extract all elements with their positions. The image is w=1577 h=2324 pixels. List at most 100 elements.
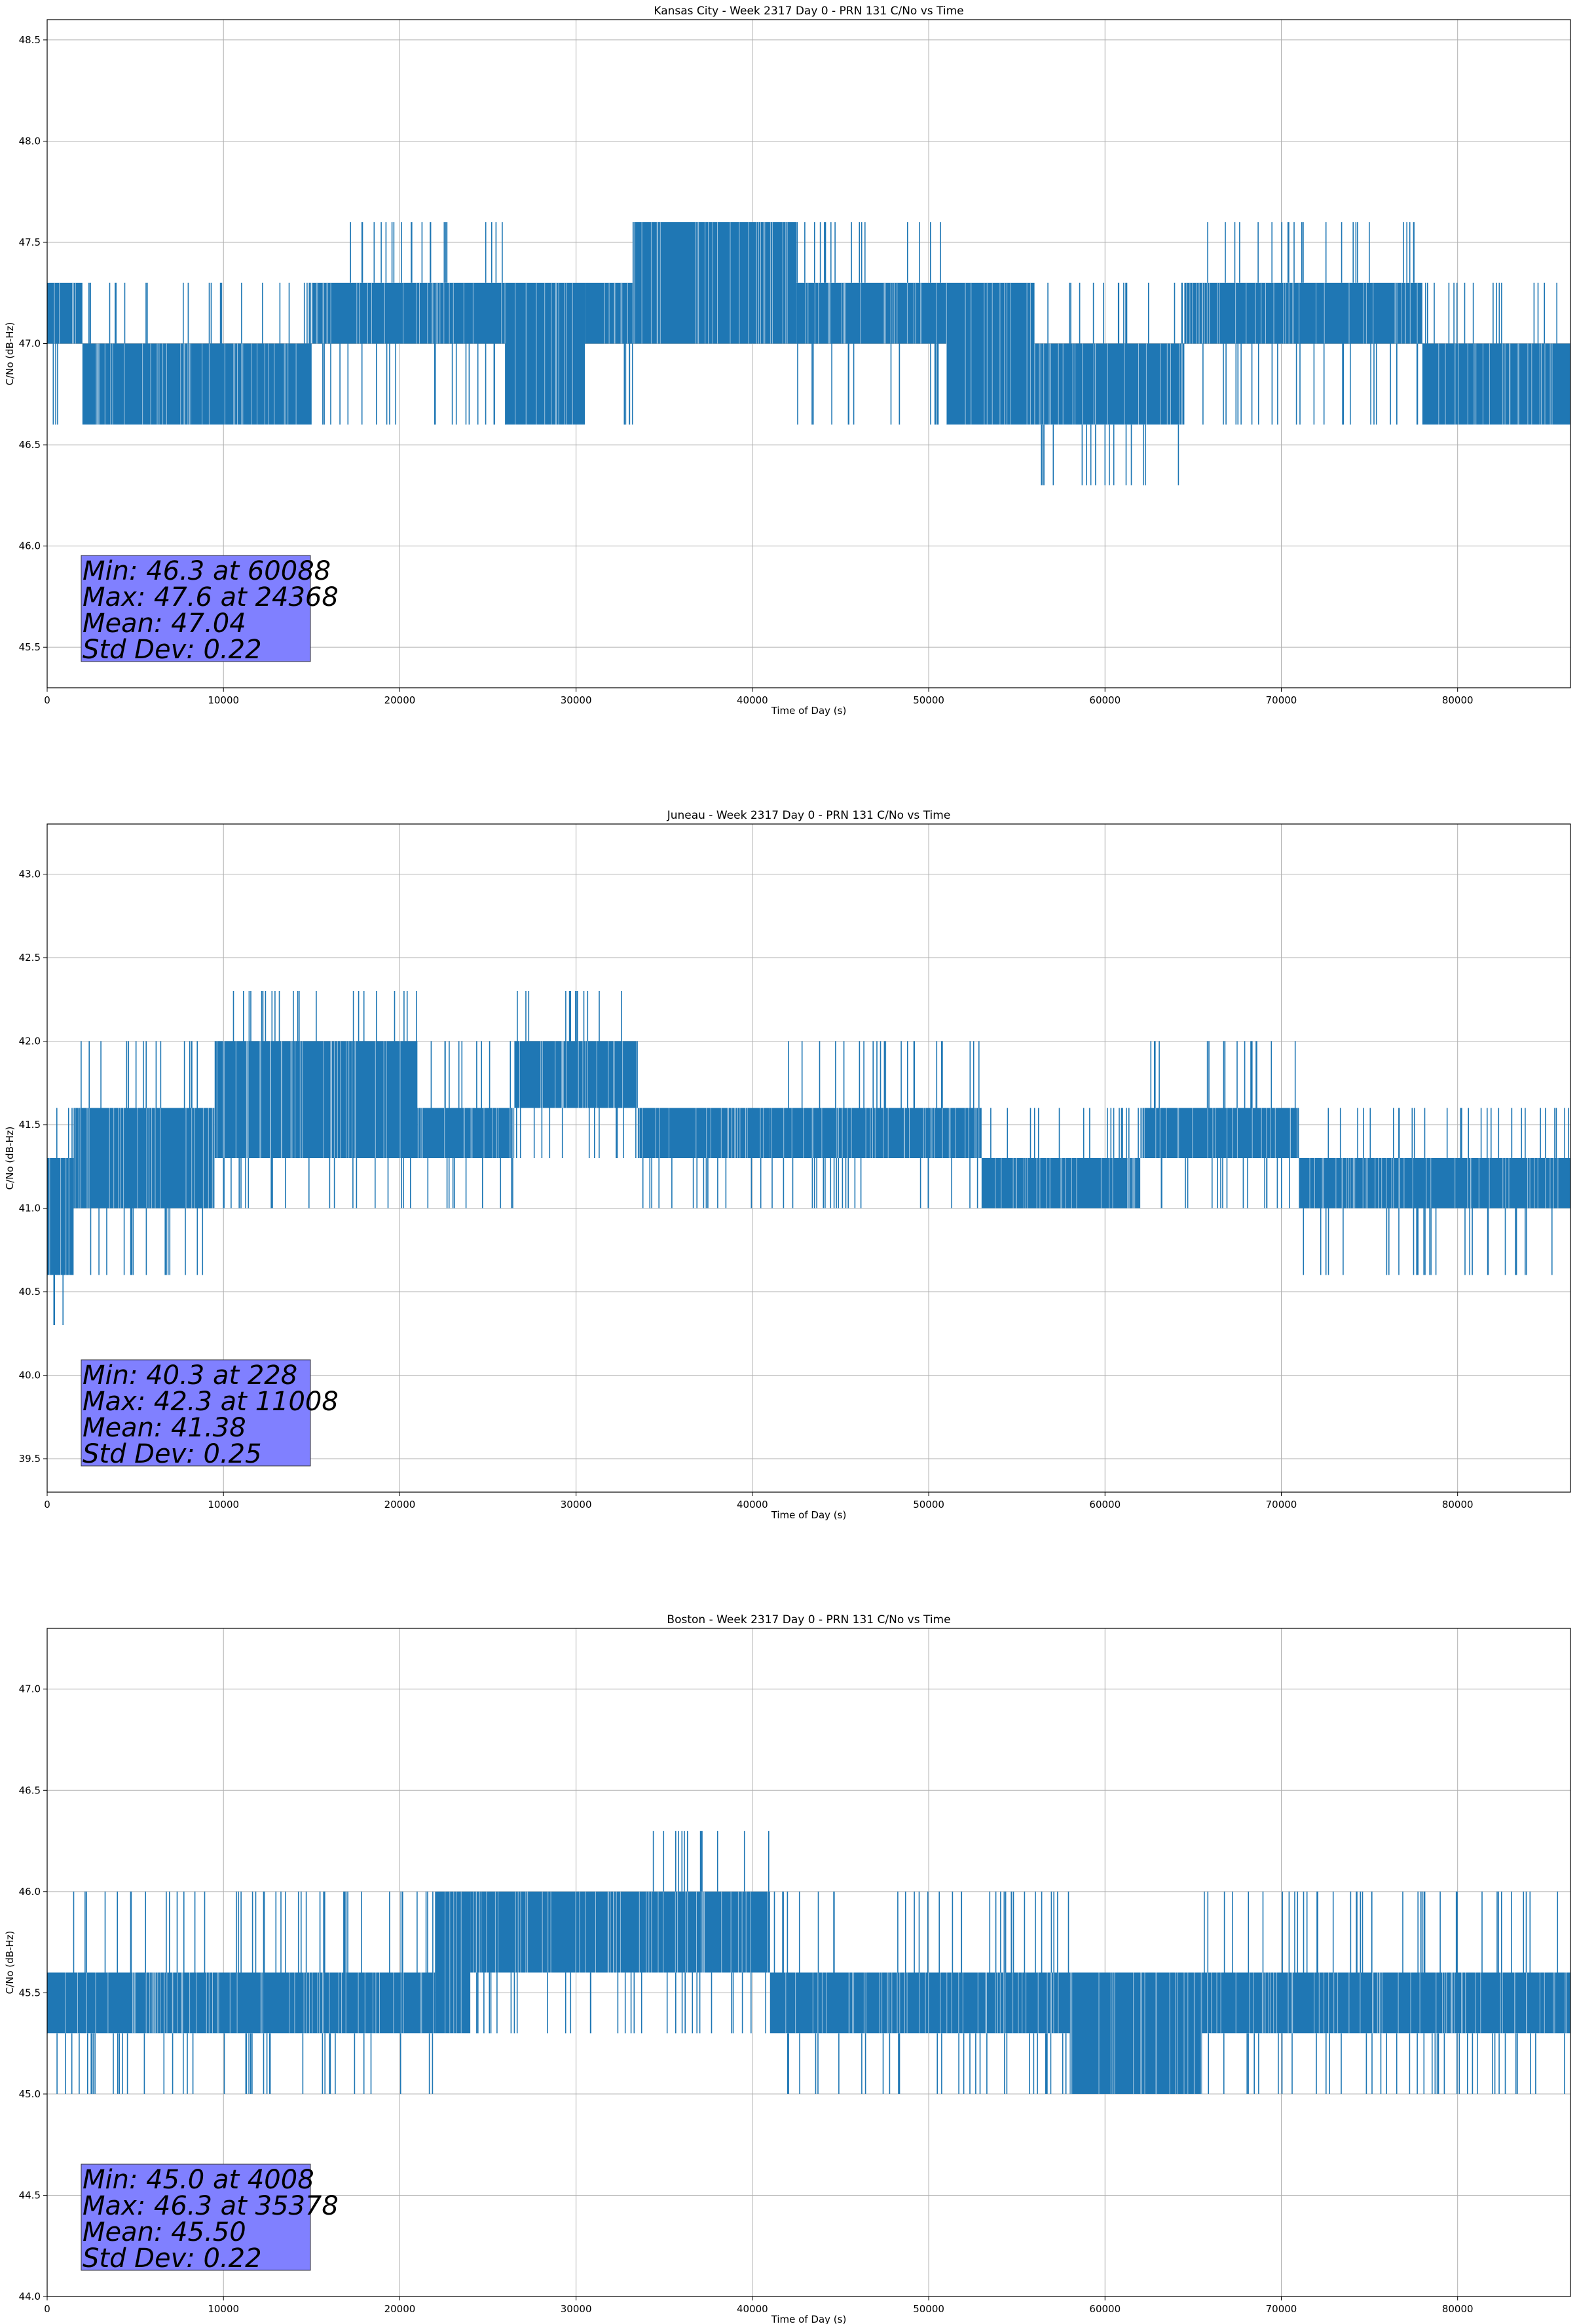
series-band xyxy=(585,282,633,344)
x-tick-label: 0 xyxy=(44,1499,50,1510)
series-band xyxy=(1034,343,1185,425)
series-gaps xyxy=(785,1972,1059,2034)
series-spikes-down xyxy=(1160,1158,1290,1209)
chart-title: Juneau - Week 2317 Day 0 - PRN 131 C/No … xyxy=(667,809,951,822)
series-line xyxy=(47,1831,1570,2094)
x-tick-label: 80000 xyxy=(1442,694,1474,706)
series-band xyxy=(646,1891,770,1973)
series-spikes-up xyxy=(430,1041,511,1108)
series-band xyxy=(1299,1158,1570,1209)
series-gaps xyxy=(805,282,937,344)
series-band xyxy=(214,1041,418,1158)
stats-box-background xyxy=(81,1359,311,1467)
series-spikes-up xyxy=(350,222,503,283)
series-gaps xyxy=(1207,1972,1567,2034)
y-tick-label: 40.0 xyxy=(19,1370,41,1381)
series-gaps xyxy=(418,1108,515,1158)
series-spikes-up xyxy=(73,1891,434,1973)
x-axis-label: Time of Day (s) xyxy=(771,2314,847,2324)
series-band xyxy=(632,222,797,344)
series-band xyxy=(946,282,1035,425)
series-gaps xyxy=(639,1108,764,1158)
plot-frame xyxy=(46,19,1571,688)
series-band xyxy=(417,1108,515,1158)
plot-frame xyxy=(46,823,1571,1493)
y-axis-label: C/No (dB-Hz) xyxy=(4,1931,16,1995)
x-axis-label: Time of Day (s) xyxy=(771,705,847,717)
y-tick-label: 46.0 xyxy=(19,540,41,552)
x-tick-label: 20000 xyxy=(384,1499,416,1510)
series-spikes-up xyxy=(517,991,622,1041)
stats-mean: Mean: 45.50 xyxy=(83,2217,246,2247)
series-gaps xyxy=(519,1041,637,1108)
x-tick-label: 30000 xyxy=(561,694,592,706)
series-band xyxy=(73,1108,215,1209)
y-tick-label: 39.5 xyxy=(19,1453,41,1465)
series-gaps xyxy=(995,1158,1136,1209)
series-band xyxy=(796,282,946,344)
x-tick-label: 60000 xyxy=(1089,2303,1121,2315)
series-band xyxy=(82,343,312,425)
x-tick-label: 40000 xyxy=(737,2303,768,2315)
x-tick-label: 0 xyxy=(44,694,50,706)
series-gaps xyxy=(1034,343,1183,425)
y-axis-label: C/No (dB-Hz) xyxy=(4,1127,16,1190)
y-axis-label: C/No (dB-Hz) xyxy=(4,322,16,386)
y-tick-label: 46.5 xyxy=(19,439,41,451)
stats-min: Min: 46.3 at 60088 xyxy=(83,556,331,586)
y-tick-label: 47.0 xyxy=(19,1683,41,1695)
y-tick-label: 45.5 xyxy=(19,1987,41,1998)
series-spikes-down xyxy=(223,1158,411,1209)
series-gaps xyxy=(1309,1158,1559,1209)
series-spikes-up xyxy=(1327,1108,1569,1158)
x-tick-label: 70000 xyxy=(1266,2303,1297,2315)
stats-max: Max: 42.3 at 11008 xyxy=(83,1387,339,1417)
stats-box-background xyxy=(81,2164,311,2271)
x-axis-label: Time of Day (s) xyxy=(771,1509,847,1521)
x-tick-label: 50000 xyxy=(913,2303,944,2315)
y-tick-label: 47.5 xyxy=(19,236,41,248)
y-tick-label: 46.5 xyxy=(19,1784,41,1796)
series-band xyxy=(470,1891,647,1973)
y-tick-label: 48.5 xyxy=(19,34,41,46)
series-gaps xyxy=(1070,1972,1202,2094)
series-spikes-down xyxy=(53,1275,64,1325)
series-spikes-up xyxy=(796,222,941,283)
series-gaps xyxy=(771,1108,980,1158)
series-gaps xyxy=(96,343,297,425)
x-tick-label: 40000 xyxy=(737,1499,768,1510)
series-spikes-down xyxy=(1041,424,1179,485)
panel-juneau: 0 10000 20000 30000 40000 50000 60000 70000 8000… xyxy=(4,809,1571,1521)
x-tick-label: 80000 xyxy=(1442,2303,1474,2315)
y-tick-label: 44.5 xyxy=(19,2189,41,2201)
axis-ticks: 0 10000 20000 30000 40000 50000 60000 70000 8000… xyxy=(19,34,1474,706)
series-spikes-down xyxy=(642,1158,762,1209)
panel-kansas-city: 0 10000 20000 30000 40000 50000 60000 70000 8000… xyxy=(4,5,1571,717)
y-tick-label: 45.5 xyxy=(19,641,41,653)
stats-max: Max: 46.3 at 35378 xyxy=(83,2191,339,2221)
x-tick-label: 70000 xyxy=(1266,1499,1297,1510)
series-band xyxy=(1202,1972,1570,2034)
series-spikes-up xyxy=(56,1108,73,1158)
series-gaps xyxy=(946,282,1031,425)
series-spikes-down xyxy=(90,1208,204,1275)
x-tick-label: 60000 xyxy=(1089,1499,1121,1510)
series-spikes-up xyxy=(1150,1041,1296,1108)
series-spikes-down xyxy=(797,343,939,425)
series-gaps xyxy=(445,1891,462,2034)
series-band xyxy=(1422,343,1570,425)
series-spikes-up xyxy=(81,1041,198,1108)
series-spikes-up xyxy=(1425,282,1557,344)
series-spikes-up xyxy=(652,1831,770,1892)
x-tick-label: 70000 xyxy=(1266,694,1297,706)
series-spikes-down xyxy=(322,343,506,425)
chart-title: Boston - Week 2317 Day 0 - PRN 131 C/No … xyxy=(667,1613,950,1626)
series-spikes-down xyxy=(1202,343,1419,425)
series-spikes-up xyxy=(773,1891,1069,1973)
series-band xyxy=(637,1108,770,1158)
stats-stddev: Std Dev: 0.22 xyxy=(83,2243,262,2274)
x-tick-label: 30000 xyxy=(561,1499,592,1510)
x-tick-label: 30000 xyxy=(561,2303,592,2315)
series-band xyxy=(770,1972,1070,2034)
series-gaps xyxy=(1186,282,1418,344)
